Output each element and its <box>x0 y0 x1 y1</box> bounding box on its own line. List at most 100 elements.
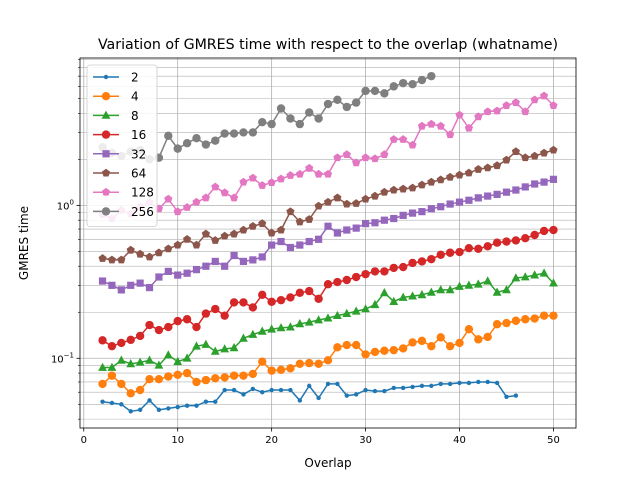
data-point-256 <box>295 119 305 129</box>
data-point-128 <box>192 197 201 206</box>
data-point-256 <box>182 139 192 148</box>
data-point-8 <box>107 362 117 371</box>
data-point-4 <box>342 340 351 350</box>
data-point-4 <box>286 364 295 373</box>
data-point-256 <box>258 117 267 127</box>
data-point-32 <box>427 205 435 213</box>
data-point-8 <box>173 356 183 366</box>
data-point-32 <box>183 269 191 277</box>
legend-entry-8: 8 <box>93 109 139 123</box>
data-point-128 <box>220 188 229 197</box>
data-point-4 <box>314 359 323 369</box>
data-point-2 <box>269 387 274 393</box>
data-point-128 <box>323 169 333 178</box>
chart-title: Variation of GMRES time with respect to … <box>98 37 558 53</box>
data-point-4 <box>539 311 549 320</box>
data-point-8 <box>220 344 230 353</box>
data-point-8 <box>145 355 154 364</box>
data-point-8 <box>182 353 192 362</box>
data-point-8 <box>426 287 436 296</box>
data-point-2 <box>307 383 312 389</box>
data-point-32 <box>136 279 144 287</box>
data-point-16 <box>389 263 398 273</box>
data-point-64 <box>427 177 436 186</box>
data-point-16 <box>549 225 558 235</box>
data-point-2 <box>382 388 387 394</box>
data-point-16 <box>417 257 427 266</box>
data-point-2 <box>109 400 115 406</box>
data-point-64 <box>380 187 389 196</box>
data-point-32 <box>380 216 388 224</box>
data-point-8 <box>98 362 107 371</box>
data-point-64 <box>408 183 417 192</box>
data-point-8 <box>389 296 399 305</box>
data-point-8 <box>248 329 258 338</box>
data-point-64 <box>399 184 408 193</box>
data-point-128 <box>464 123 473 132</box>
legend-marker <box>101 207 111 216</box>
data-point-128 <box>361 153 370 162</box>
data-point-128 <box>549 101 558 109</box>
data-point-128 <box>389 135 398 143</box>
legend-entry-64: 64 <box>93 167 146 181</box>
data-point-256 <box>211 136 220 145</box>
data-point-4 <box>464 324 474 334</box>
data-point-32 <box>502 188 511 196</box>
series-16 <box>98 225 558 351</box>
data-point-8 <box>464 280 474 289</box>
data-point-8 <box>201 339 211 348</box>
data-point-256 <box>427 71 436 81</box>
data-point-4 <box>427 341 436 351</box>
data-point-64 <box>107 255 117 264</box>
data-point-256 <box>370 86 380 96</box>
legend-marker <box>101 187 111 196</box>
data-point-4 <box>98 379 107 389</box>
legend-box <box>86 64 158 228</box>
data-point-256 <box>351 98 361 107</box>
data-point-32 <box>277 237 285 246</box>
data-point-2 <box>316 395 321 401</box>
data-point-128 <box>267 178 276 187</box>
data-point-32 <box>192 266 201 274</box>
data-point-8 <box>398 292 408 301</box>
data-point-8 <box>276 323 286 332</box>
data-point-256 <box>220 129 229 138</box>
data-point-64 <box>229 229 239 238</box>
data-point-256 <box>323 99 333 109</box>
data-point-16 <box>192 322 201 332</box>
data-point-64 <box>323 197 333 206</box>
data-point-16 <box>314 294 323 303</box>
data-point-2 <box>250 386 256 392</box>
legend-label: 64 <box>131 167 146 181</box>
data-point-8 <box>295 319 305 328</box>
data-point-256 <box>239 128 248 137</box>
data-point-64 <box>352 199 361 207</box>
data-point-4 <box>333 343 342 352</box>
data-point-16 <box>380 267 389 276</box>
data-point-256 <box>229 129 239 138</box>
data-point-64 <box>117 255 126 264</box>
data-point-2 <box>100 399 105 404</box>
data-point-128 <box>276 174 286 183</box>
data-point-8 <box>163 350 173 359</box>
data-point-128 <box>474 112 483 121</box>
data-point-4 <box>474 335 483 344</box>
data-point-8 <box>361 304 370 313</box>
series-2 <box>100 379 519 414</box>
data-point-32 <box>268 241 276 249</box>
data-point-8 <box>314 315 324 324</box>
data-point-2 <box>372 388 378 394</box>
data-point-2 <box>288 387 293 393</box>
data-point-16 <box>305 286 314 296</box>
data-point-16 <box>398 262 408 272</box>
data-point-2 <box>447 381 453 387</box>
data-point-16 <box>492 238 502 247</box>
data-point-16 <box>182 315 192 324</box>
data-point-8 <box>511 273 521 282</box>
data-point-32 <box>361 219 370 228</box>
data-point-256 <box>398 78 408 88</box>
data-point-2 <box>325 381 331 387</box>
data-point-4 <box>361 350 370 359</box>
data-point-64 <box>417 180 427 189</box>
data-point-2 <box>166 406 171 411</box>
